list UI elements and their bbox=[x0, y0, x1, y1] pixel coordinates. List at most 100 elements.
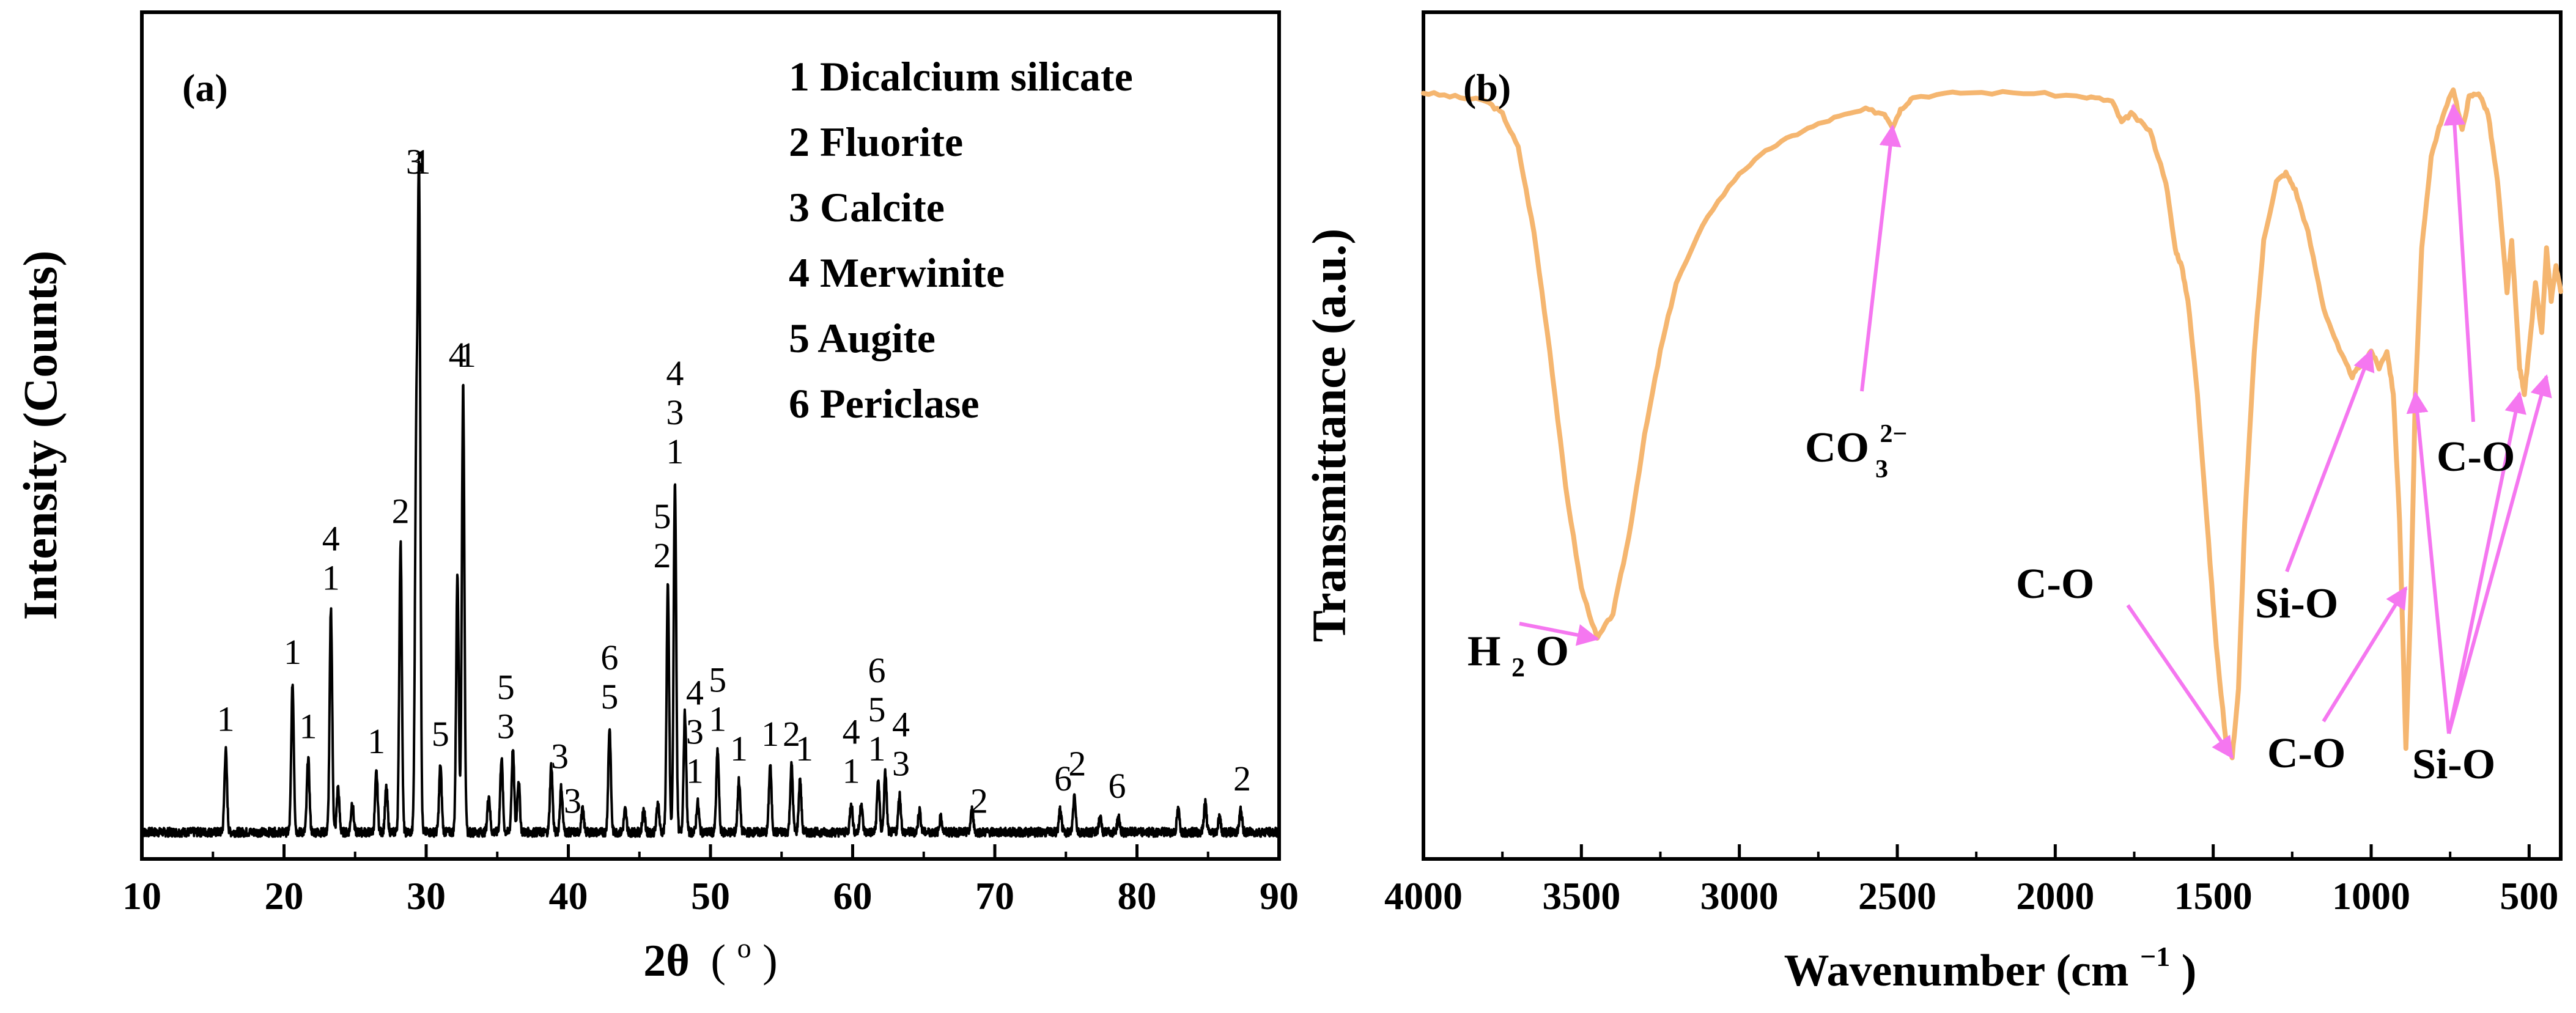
xrd-peak-label: 5 bbox=[653, 496, 671, 536]
xrd-legend: 1 Dicalcium silicate 2 Fluorite 3 Calcit… bbox=[789, 53, 1133, 427]
annotation-sio-2: Si-O bbox=[2412, 741, 2495, 788]
xrd-peak-label: 1 bbox=[843, 751, 860, 791]
legend-item: 5 Augite bbox=[789, 315, 936, 361]
h2o-rest: O bbox=[1535, 628, 1568, 675]
ftir-x-label-close: ) bbox=[2182, 946, 2197, 996]
xrd-peak-label: 1 bbox=[730, 729, 748, 768]
xrd-peak-label: 3 bbox=[551, 736, 569, 776]
xrd-panel-label: (a) bbox=[182, 66, 228, 109]
xrd-peak-label: 5 bbox=[709, 660, 726, 700]
xrd-peak-label: 6 bbox=[600, 638, 618, 677]
ftir-panel: 4000 3500 3000 2500 2000 1500 1000 500 (b) Tran… bbox=[1302, 10, 2563, 996]
xrd-peak-label: 4 bbox=[686, 673, 704, 713]
annotation-co-1: C-O bbox=[2016, 561, 2094, 608]
xrd-peak-label: 1 bbox=[300, 707, 317, 746]
xrd-peak-label: 1 bbox=[709, 699, 726, 739]
ftir-x-tick-label: 2000 bbox=[2016, 874, 2094, 918]
xrd-peak-label: 6 bbox=[1054, 759, 1072, 798]
ftir-x-tick-label: 1500 bbox=[2174, 874, 2253, 918]
co3-sub: 3 bbox=[1875, 455, 1888, 484]
xrd-peak-label: 1 bbox=[868, 729, 886, 768]
xrd-pattern-line bbox=[141, 160, 1280, 838]
xrd-peak-label: 4 bbox=[843, 712, 860, 752]
co3-sup: 2− bbox=[1880, 420, 1908, 448]
xrd-peak-label: 2 bbox=[1233, 759, 1251, 798]
xrd-x-tick-label: 20 bbox=[265, 874, 304, 918]
xrd-peak-label: 1 bbox=[217, 699, 235, 739]
xrd-peak-label: 2 bbox=[653, 536, 671, 575]
ftir-x-tick-label: 2500 bbox=[1858, 874, 1936, 918]
xrd-peak-label: 5 bbox=[868, 690, 886, 729]
ftir-panel-label: (b) bbox=[1463, 66, 1511, 109]
h2o-sub: 2 bbox=[1511, 652, 1525, 682]
annotation-co-3: C-O bbox=[2437, 433, 2515, 481]
xrd-peak-label: 3 bbox=[497, 707, 515, 746]
xrd-x-axis-label: 2θ ( o ) bbox=[643, 918, 777, 986]
ftir-plot-frame bbox=[1422, 10, 2563, 861]
annotation-arrow bbox=[2126, 604, 2234, 759]
ftir-x-tick-label: 4000 bbox=[1384, 874, 1463, 918]
xrd-peak-label: 3 bbox=[892, 744, 910, 784]
annotation-co-2: C-O bbox=[2267, 730, 2345, 777]
annotation-arrow bbox=[2447, 391, 2526, 734]
xrd-peak-label: 1 bbox=[322, 558, 340, 598]
ftir-x-tick-label: 1000 bbox=[2332, 874, 2410, 918]
xrd-x-label-unit: o bbox=[737, 932, 751, 963]
ftir-x-tick-label: 3000 bbox=[1700, 874, 1779, 918]
legend-item: 3 Calcite bbox=[789, 184, 945, 230]
xrd-peak-label: 2 bbox=[1068, 744, 1086, 784]
xrd-peak-label: 1 bbox=[459, 335, 476, 375]
annotation-arrow bbox=[2406, 391, 2451, 734]
xrd-peak-label: 5 bbox=[497, 668, 515, 707]
ftir-x-label-main: Wavenumber (cm bbox=[1784, 946, 2129, 996]
xrd-peak-label: 3 bbox=[686, 712, 704, 752]
xrd-peak-label: 3 bbox=[406, 142, 424, 182]
legend-item: 6 Periclase bbox=[789, 380, 980, 427]
ftir-x-tick-label: 500 bbox=[2500, 874, 2558, 918]
xrd-x-tick-label: 60 bbox=[833, 874, 873, 918]
xrd-peak-label: 4 bbox=[666, 353, 684, 393]
xrd-peak-label: 6 bbox=[1108, 766, 1126, 806]
xrd-peak-label: 5 bbox=[432, 714, 449, 754]
xrd-panel: 10 20 30 40 50 60 70 80 90 111141231541353356251… bbox=[13, 10, 1299, 986]
ftir-x-axis-label: Wavenumber (cm −1 ) bbox=[1784, 926, 2197, 996]
xrd-peak-label: 1 bbox=[666, 432, 684, 471]
xrd-peak-label: 5 bbox=[600, 677, 618, 716]
annotation-arrow bbox=[2443, 103, 2475, 422]
legend-item: 1 Dicalcium silicate bbox=[789, 53, 1133, 100]
xrd-peak-label: 1 bbox=[413, 142, 431, 182]
xrd-x-label-open: ( bbox=[710, 936, 726, 986]
xrd-x-tick-label: 10 bbox=[122, 874, 161, 918]
xrd-peak-label: 1 bbox=[367, 721, 385, 761]
ftir-y-axis-label: Transmittance (a.u.) bbox=[1302, 229, 1356, 643]
ftir-spectrum-line bbox=[1421, 87, 2563, 761]
annotation-sio-1: Si-O bbox=[2255, 580, 2338, 627]
xrd-peak-label: 2 bbox=[392, 491, 410, 531]
xrd-peak-label: 4 bbox=[892, 705, 910, 745]
xrd-x-tick-label: 50 bbox=[691, 874, 730, 918]
xrd-x-tick-label: 40 bbox=[549, 874, 588, 918]
annotation-arrow bbox=[2447, 374, 2552, 734]
xrd-y-axis-label: Intensity (Counts) bbox=[13, 251, 67, 621]
annotation-arrow bbox=[2322, 586, 2408, 723]
co3-main: CO bbox=[1805, 424, 1869, 471]
xrd-peak-label: 6 bbox=[868, 650, 886, 690]
ftir-annotation-arrows bbox=[1519, 103, 2552, 759]
ftir-x-axis: 4000 3500 3000 2500 2000 1500 1000 500 bbox=[1384, 844, 2558, 918]
xrd-x-label-close: ) bbox=[762, 936, 778, 986]
ftir-x-label-sup: −1 bbox=[2140, 941, 2170, 972]
xrd-x-axis: 10 20 30 40 50 60 70 80 90 bbox=[122, 844, 1299, 918]
xrd-peak-label: 1 bbox=[761, 714, 779, 754]
xrd-peak-label: 3 bbox=[666, 392, 684, 432]
xrd-peak-label: 1 bbox=[284, 632, 301, 672]
xrd-x-tick-label: 30 bbox=[407, 874, 446, 918]
xrd-peak-label: 1 bbox=[795, 729, 813, 768]
h2o-main: H bbox=[1467, 628, 1500, 675]
annotation-arrow bbox=[1519, 622, 1600, 646]
xrd-peak-label: 3 bbox=[564, 781, 581, 820]
annotation-h2o: H 2 O bbox=[1467, 628, 1569, 686]
ftir-x-tick-label: 3500 bbox=[1542, 874, 1620, 918]
annotation-arrow bbox=[1860, 124, 1902, 392]
legend-item: 4 Merwinite bbox=[789, 249, 1005, 296]
